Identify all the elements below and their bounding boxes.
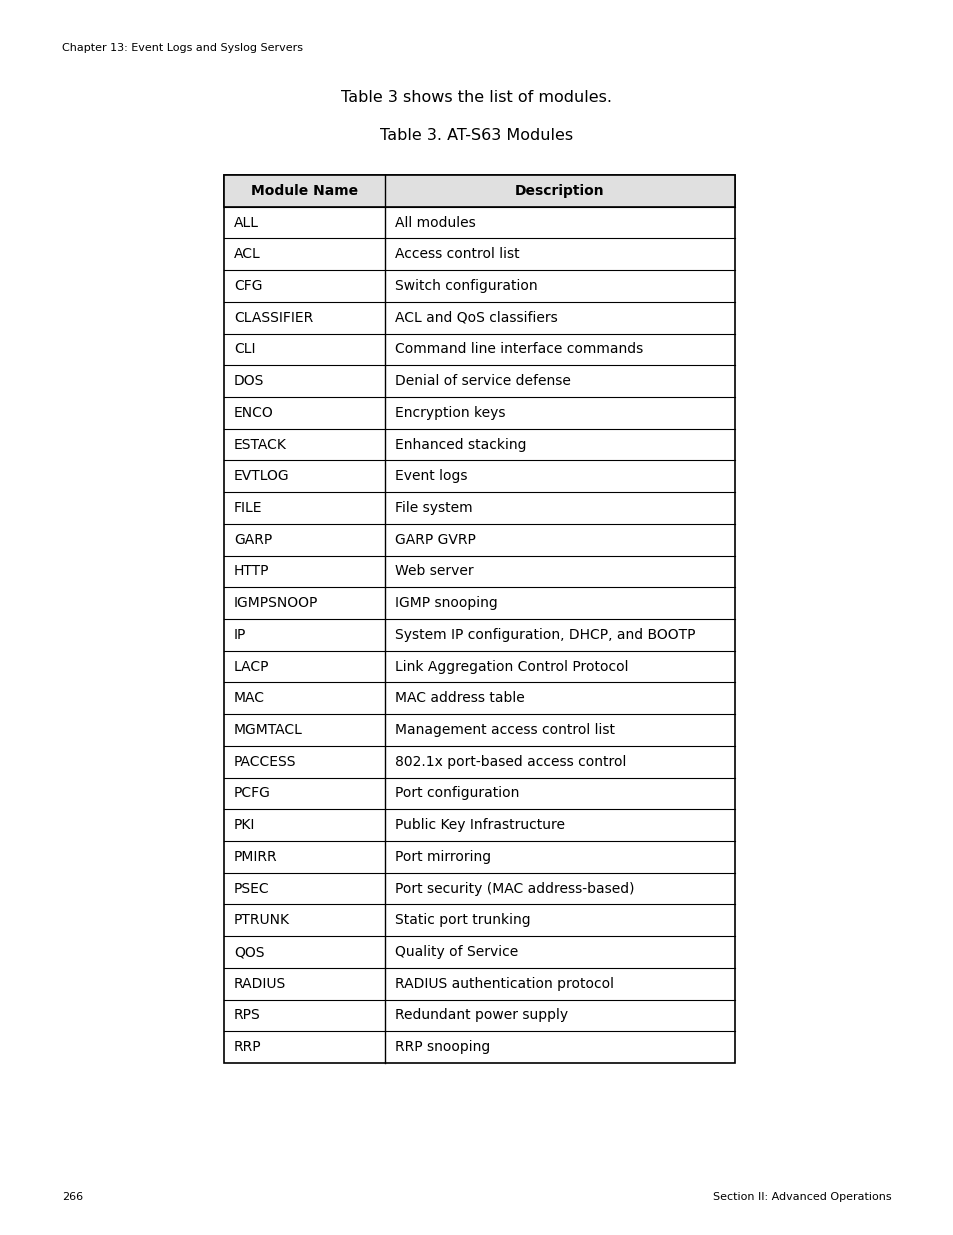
Text: Access control list: Access control list [395,247,519,262]
Text: HTTP: HTTP [233,564,269,578]
Text: Public Key Infrastructure: Public Key Infrastructure [395,818,564,832]
Text: Switch configuration: Switch configuration [395,279,537,293]
Text: RRP: RRP [233,1040,261,1055]
Text: Port configuration: Port configuration [395,787,518,800]
Polygon shape [224,175,734,206]
Text: Chapter 13: Event Logs and Syslog Servers: Chapter 13: Event Logs and Syslog Server… [62,43,303,53]
Text: Denial of service defense: Denial of service defense [395,374,570,388]
Text: CLI: CLI [233,342,255,357]
Text: Event logs: Event logs [395,469,467,483]
Text: Table 3 shows the list of modules.: Table 3 shows the list of modules. [341,90,612,105]
Text: CLASSIFIER: CLASSIFIER [233,311,313,325]
Text: ESTACK: ESTACK [233,437,287,452]
Text: Redundant power supply: Redundant power supply [395,1009,567,1023]
Text: File system: File system [395,501,472,515]
Text: MAC address table: MAC address table [395,692,524,705]
Text: Port security (MAC address-based): Port security (MAC address-based) [395,882,634,895]
Text: 802.1x port-based access control: 802.1x port-based access control [395,755,626,768]
Text: Enhanced stacking: Enhanced stacking [395,437,526,452]
Text: Encryption keys: Encryption keys [395,406,505,420]
Text: Module Name: Module Name [251,184,357,198]
Text: LACP: LACP [233,659,269,673]
Text: 266: 266 [62,1192,83,1202]
Text: Section II: Advanced Operations: Section II: Advanced Operations [713,1192,891,1202]
Text: RADIUS: RADIUS [233,977,286,990]
Text: Command line interface commands: Command line interface commands [395,342,642,357]
Text: Static port trunking: Static port trunking [395,914,530,927]
Text: PTRUNK: PTRUNK [233,914,290,927]
Text: RPS: RPS [233,1009,260,1023]
Text: RRP snooping: RRP snooping [395,1040,490,1055]
Text: IP: IP [233,627,246,642]
Text: IGMPSNOOP: IGMPSNOOP [233,597,318,610]
Text: IGMP snooping: IGMP snooping [395,597,497,610]
Text: DOS: DOS [233,374,264,388]
Text: ACL and QoS classifiers: ACL and QoS classifiers [395,311,558,325]
Text: ALL: ALL [233,216,258,230]
Text: MGMTACL: MGMTACL [233,722,302,737]
Text: GARP GVRP: GARP GVRP [395,532,476,547]
Text: GARP: GARP [233,532,272,547]
Text: Port mirroring: Port mirroring [395,850,491,863]
Text: PMIRR: PMIRR [233,850,277,863]
Text: EVTLOG: EVTLOG [233,469,290,483]
Text: MAC: MAC [233,692,265,705]
Text: PCFG: PCFG [233,787,271,800]
Text: Web server: Web server [395,564,473,578]
Text: FILE: FILE [233,501,262,515]
Text: PKI: PKI [233,818,255,832]
Text: Table 3. AT-S63 Modules: Table 3. AT-S63 Modules [380,128,573,143]
Text: PSEC: PSEC [233,882,270,895]
Text: ACL: ACL [233,247,260,262]
Text: Management access control list: Management access control list [395,722,615,737]
Text: PACCESS: PACCESS [233,755,296,768]
Text: RADIUS authentication protocol: RADIUS authentication protocol [395,977,614,990]
Text: System IP configuration, DHCP, and BOOTP: System IP configuration, DHCP, and BOOTP [395,627,695,642]
Text: CFG: CFG [233,279,262,293]
Text: Description: Description [515,184,604,198]
Text: ENCO: ENCO [233,406,274,420]
Text: QOS: QOS [233,945,264,960]
Text: All modules: All modules [395,216,476,230]
Text: Quality of Service: Quality of Service [395,945,517,960]
Text: Link Aggregation Control Protocol: Link Aggregation Control Protocol [395,659,628,673]
